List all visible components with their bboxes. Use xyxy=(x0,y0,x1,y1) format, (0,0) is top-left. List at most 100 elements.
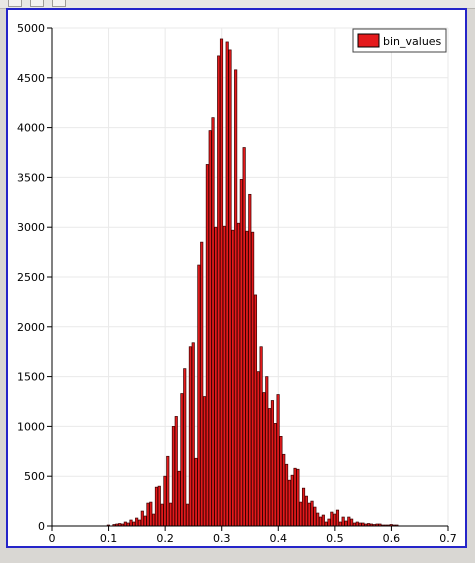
histogram-bar xyxy=(253,294,258,527)
histogram-bar xyxy=(324,521,328,527)
histogram-bar xyxy=(282,453,286,527)
histogram-bar xyxy=(154,486,159,527)
close-button[interactable] xyxy=(52,0,66,7)
histogram-bar xyxy=(256,371,260,527)
maximize-button[interactable] xyxy=(30,0,44,7)
histogram-bar xyxy=(347,516,351,527)
histogram-bar xyxy=(183,368,187,527)
y-tick-label: 5000 xyxy=(17,22,45,35)
y-tick-label: 4500 xyxy=(17,72,45,85)
histogram-bar xyxy=(341,516,345,527)
histogram-bar xyxy=(188,346,192,527)
plot-frame: 0 0.1 0.2 0.3 0.4 0.5 0.6 0.7 0 500 1000 1500 2000 2… xyxy=(6,8,467,548)
x-tick-label: 0.4 xyxy=(270,532,288,545)
histogram-bar xyxy=(333,513,337,527)
histogram-bar xyxy=(287,479,291,527)
histogram-bar xyxy=(163,475,167,527)
histogram-chart: 0 0.1 0.2 0.3 0.4 0.5 0.6 0.7 0 500 1000 1500 2000 2… xyxy=(17,22,457,545)
histogram-bar xyxy=(304,495,308,527)
histogram-bar xyxy=(157,485,161,527)
histogram-bar xyxy=(186,503,190,527)
histogram-bar xyxy=(344,520,348,527)
y-tick-label: 2500 xyxy=(17,271,45,284)
histogram-bar xyxy=(222,225,226,527)
histogram-bar xyxy=(251,231,255,527)
x-tick-label: 0.7 xyxy=(439,532,457,545)
histogram-bar xyxy=(166,455,170,527)
grid xyxy=(52,27,449,526)
histogram-bar xyxy=(171,426,175,527)
histogram-bar xyxy=(313,506,317,527)
histogram-bar xyxy=(285,463,289,527)
histogram-bar xyxy=(279,436,283,527)
y-axis-ticks: 0 500 1000 1500 2000 2500 3000 3500 4000 4500 5000 xyxy=(17,22,52,533)
histogram-bar xyxy=(219,38,224,527)
histogram-bar xyxy=(301,487,306,527)
histogram-bar xyxy=(177,470,181,527)
histogram-bar xyxy=(140,510,144,527)
histogram-bar xyxy=(321,514,325,527)
histogram-bar xyxy=(293,467,297,527)
legend-label: bin_values xyxy=(383,35,442,48)
legend: bin_values xyxy=(352,28,447,53)
histogram-bar xyxy=(135,517,139,527)
x-tick-label: 0 xyxy=(49,532,56,545)
histogram-bar xyxy=(129,519,133,527)
histogram-bar xyxy=(318,516,323,527)
histogram-bar xyxy=(132,521,136,527)
restore-button[interactable] xyxy=(8,0,22,7)
histogram-bar xyxy=(242,147,246,527)
histogram-bar xyxy=(174,416,178,527)
histogram-bar xyxy=(205,164,209,527)
histogram-bar xyxy=(355,521,359,527)
histogram-bar xyxy=(197,264,201,527)
histogram-bar xyxy=(316,512,320,527)
x-tick-label: 0.3 xyxy=(213,532,231,545)
y-tick-label: 3000 xyxy=(17,221,45,234)
histogram-bar xyxy=(180,393,184,527)
x-tick-label: 0.2 xyxy=(156,532,174,545)
histogram-bar xyxy=(268,408,272,527)
histogram-bar xyxy=(123,521,127,527)
histogram-bar xyxy=(143,515,147,527)
histogram-bar xyxy=(338,521,342,527)
histogram-bar xyxy=(327,518,331,527)
histogram-bar xyxy=(236,222,241,527)
y-tick-label: 1000 xyxy=(17,420,45,433)
histogram-bar xyxy=(217,55,221,527)
histogram-bar xyxy=(296,468,300,527)
status-strip xyxy=(0,550,475,563)
histogram-bar xyxy=(262,392,266,527)
histogram-bar xyxy=(169,502,173,527)
histogram-bar xyxy=(149,501,153,527)
histogram-bar xyxy=(152,513,156,527)
histogram-bar xyxy=(211,117,215,527)
histogram-bar xyxy=(290,474,294,527)
histogram-bar xyxy=(225,41,229,527)
histogram-bar xyxy=(234,69,238,527)
y-tick-label: 2000 xyxy=(17,321,45,334)
x-tick-label: 0.1 xyxy=(100,532,118,545)
histogram-bar xyxy=(265,376,269,527)
histogram-bar xyxy=(248,193,252,527)
histogram-bar xyxy=(335,509,340,527)
bars xyxy=(106,38,399,527)
x-tick-label: 0.6 xyxy=(383,532,401,545)
histogram-bar xyxy=(228,49,232,527)
y-tick-label: 3500 xyxy=(17,171,45,184)
histogram-bar xyxy=(137,519,142,527)
histogram-bar xyxy=(231,229,235,527)
histogram-bar xyxy=(259,346,263,527)
histogram-bar xyxy=(270,400,274,527)
histogram-bar xyxy=(194,457,198,527)
legend-swatch xyxy=(357,33,380,48)
histogram-bar xyxy=(310,500,314,527)
histogram-bar xyxy=(239,179,243,527)
histogram-bar xyxy=(208,130,212,527)
histogram-bar xyxy=(307,502,311,527)
histogram-bar xyxy=(160,503,164,527)
histogram-bar xyxy=(214,226,218,527)
x-tick-label: 0.5 xyxy=(326,532,344,545)
histogram-bar xyxy=(245,230,249,527)
histogram-bar xyxy=(276,394,280,527)
